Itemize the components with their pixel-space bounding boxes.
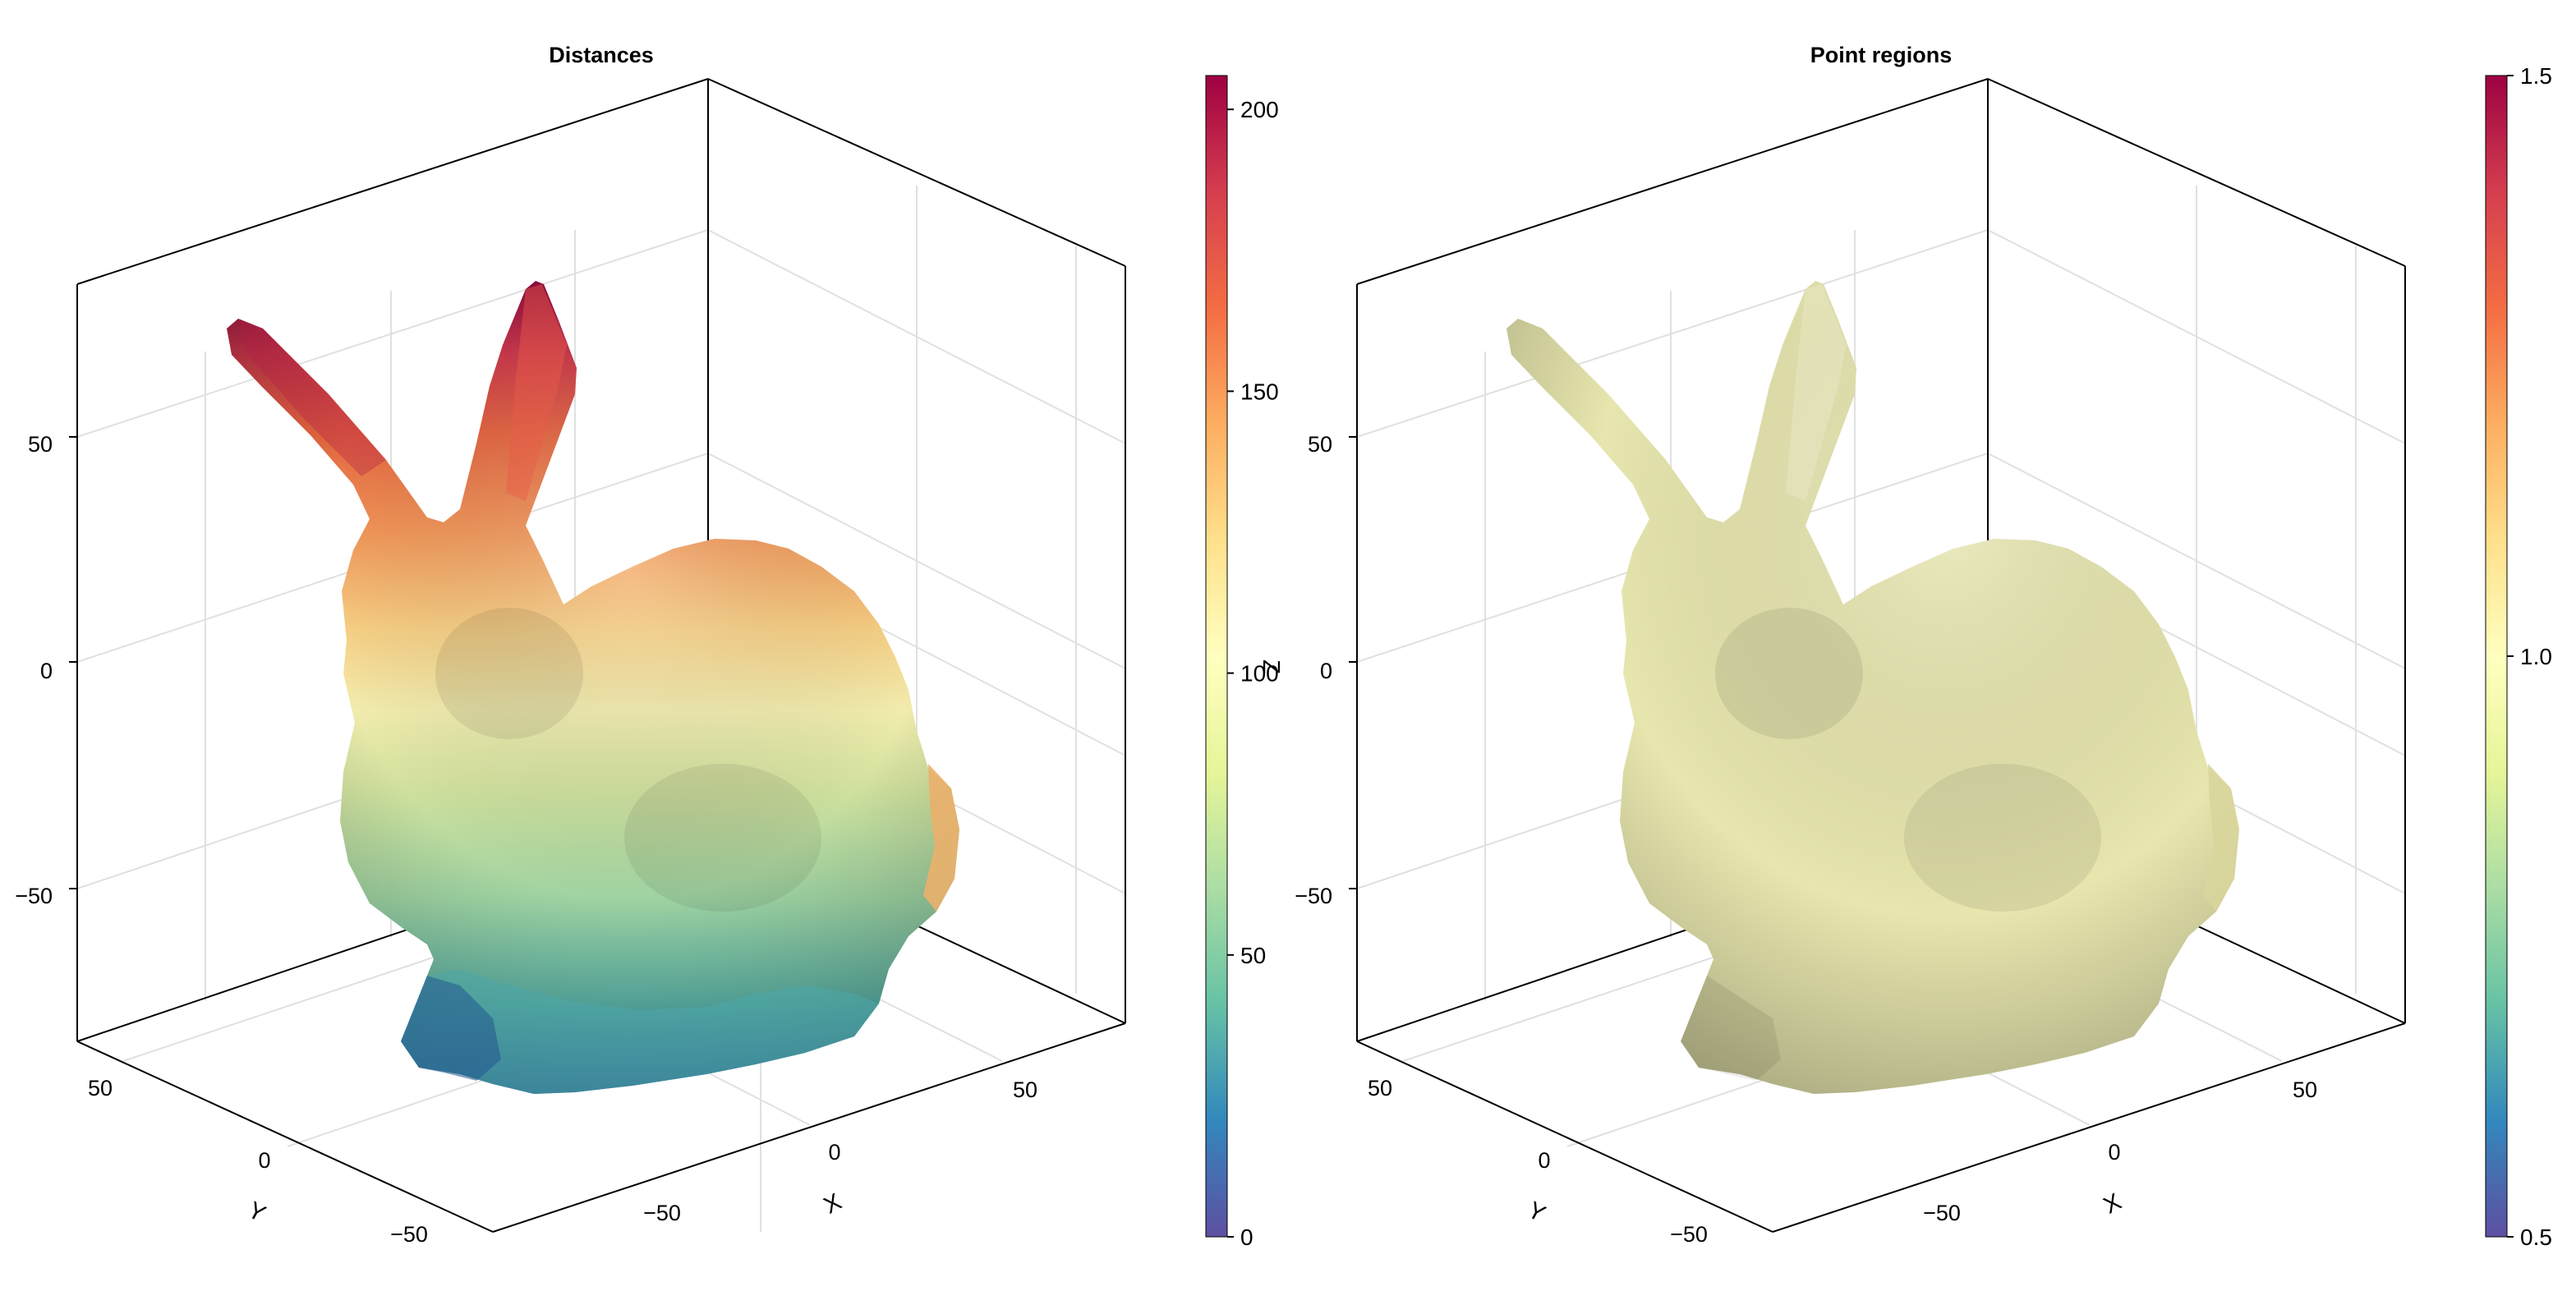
chart-title: Distances [549, 43, 654, 67]
colorbar-gradient [1205, 75, 1228, 1238]
colorbar-point-regions: 0.5 1.0 1.5 [2485, 63, 2552, 1250]
x-tick-labels: −50 0 50 X [643, 1077, 1037, 1225]
x-axis-label: X [2100, 1188, 2126, 1219]
colorbar-distances: 0 50 100 150 200 [1205, 75, 1279, 1250]
y-axis-label: Y [1523, 1197, 1549, 1227]
x-tick-labels: −50 0 50 X [1923, 1077, 2317, 1225]
axis-frame [1356, 78, 2406, 1233]
y-tick-label: −50 [390, 1222, 428, 1247]
z-tick-label: −50 [1295, 884, 1332, 908]
y-tick-labels: 50 0 −50 Y [88, 1076, 428, 1247]
chart-title: Point regions [1810, 43, 1953, 67]
colorbar-tick-label: 0.5 [2520, 1224, 2552, 1250]
chart-panel-point-regions: Point regions 50 0 −50 50 0 −50 Y −50 0 … [1295, 43, 2552, 1250]
colorbar-tick-label: 1.0 [2520, 644, 2552, 669]
x-tick-label: 0 [828, 1140, 840, 1165]
x-tick-label: 50 [1013, 1077, 1037, 1102]
y-tick-label: 50 [1368, 1076, 1392, 1100]
bunny-surface-distances [227, 281, 959, 1094]
x-tick-label: −50 [643, 1201, 681, 1225]
y-axis-label: Y [243, 1197, 269, 1227]
colorbar-tick-label: 50 [1240, 943, 1266, 968]
x-tick-label: −50 [1923, 1201, 1961, 1225]
bunny-surface-point-regions [1506, 281, 2239, 1094]
z-tick-label: 0 [1320, 659, 1332, 683]
z-tick-label: 50 [28, 432, 53, 457]
colorbar-tick-label: 200 [1240, 97, 1279, 122]
z-tick-label: 0 [40, 659, 53, 683]
z-tick-labels: 50 0 −50 [1295, 432, 1357, 908]
colorbar-tick-label: 100 [1240, 661, 1279, 687]
z-tick-label: 50 [1308, 432, 1332, 457]
y-tick-label: 0 [258, 1148, 270, 1173]
y-tick-label: −50 [1670, 1222, 1708, 1247]
x-tick-label: 0 [2108, 1140, 2120, 1165]
colorbar-gradient [2485, 75, 2508, 1238]
chart-panel-distances: Distances 50 0 −50 50 0 −50 Y −50 0 50 X… [15, 43, 1284, 1250]
z-tick-labels: 50 0 −50 [15, 432, 77, 908]
y-tick-labels: 50 0 −50 Y [1368, 1076, 1708, 1247]
x-tick-label: 50 [2293, 1077, 2317, 1102]
z-tick-label: −50 [15, 884, 53, 908]
colorbar-tick-label: 1.5 [2520, 63, 2552, 89]
z-axis-label: Z [1258, 659, 1284, 674]
y-tick-label: 50 [88, 1076, 113, 1100]
colorbar-tick-label: 0 [1240, 1224, 1254, 1250]
colorbar-tick-label: 150 [1240, 379, 1279, 404]
x-axis-label: X [820, 1188, 846, 1219]
y-tick-label: 0 [1538, 1148, 1550, 1173]
